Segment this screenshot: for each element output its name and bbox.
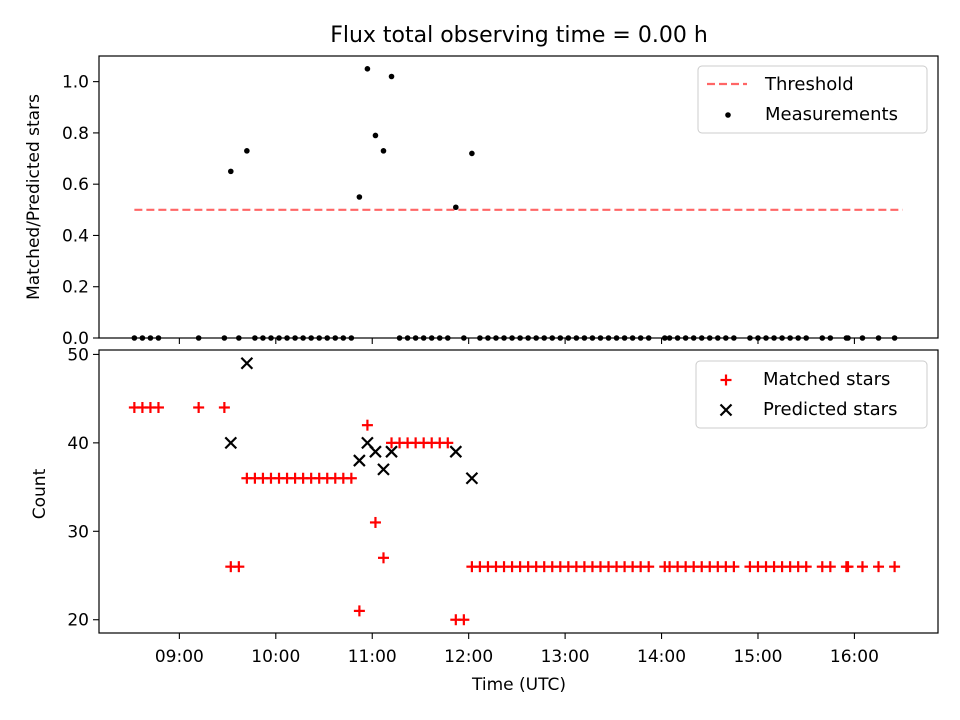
- x-tick-label: 14:00: [637, 647, 686, 667]
- ratio-y-tick-label: 0.2: [62, 278, 89, 298]
- predicted-point-b: [361, 436, 374, 450]
- measurement-point: [388, 73, 395, 80]
- ratio-legend-box: [697, 65, 928, 134]
- measurement-point: [227, 168, 234, 175]
- matched-point: [643, 561, 655, 573]
- matched-point: [193, 401, 205, 413]
- legend-threshold-label: Threshold: [764, 74, 854, 95]
- matched-point: [728, 561, 740, 573]
- matched-point: [369, 516, 381, 528]
- matched-point: [856, 561, 868, 573]
- count-panel: Count Time (UTC) 20 30 40 50 09:00 10:00 11:00…: [30, 345, 939, 695]
- ratio-y-tick-label: 0.6: [62, 175, 89, 195]
- predicted-point: [377, 463, 390, 476]
- matched-point: [458, 614, 470, 626]
- measurement-point: [380, 148, 387, 154]
- predicted-point: [449, 445, 463, 458]
- matched-point: [353, 605, 365, 617]
- predicted-point-b: [465, 471, 479, 485]
- predicted-point-b: [385, 445, 398, 458]
- measurement-point: [469, 150, 475, 157]
- matched-point: [824, 561, 836, 573]
- measurement-point: [244, 148, 250, 154]
- ratio-panel: Matched/Predicted stars 0.0 0.2 0.4 0.6 0.8 1…: [24, 55, 939, 349]
- predicted-point-b: [449, 445, 463, 458]
- count-plot-area: [128, 356, 901, 626]
- predicted-point: [465, 471, 479, 485]
- matched-point: [152, 401, 164, 413]
- predicted-point: [369, 445, 382, 458]
- matched-point: [218, 401, 230, 413]
- predicted-point: [353, 454, 366, 467]
- ratio-y-tick-label: 0.0: [62, 329, 89, 349]
- matched-point: [873, 561, 885, 573]
- chart-title: Flux total observing time = 0.00 h: [330, 23, 708, 48]
- x-tick-label: 15:00: [733, 647, 782, 667]
- legend-matched-label: Matched stars: [763, 369, 890, 390]
- count-legend-box: [695, 360, 928, 429]
- predicted-point-b: [224, 436, 238, 450]
- matched-point: [377, 552, 389, 564]
- predicted-point-b: [353, 454, 366, 467]
- measurement-point: [356, 194, 363, 200]
- count-y-axis-label: Count: [30, 468, 50, 519]
- count-y-tick-label: 30: [67, 522, 89, 542]
- matched-point: [800, 561, 812, 573]
- matched-point: [889, 561, 901, 573]
- predicted-point: [224, 436, 238, 450]
- legend-predicted-swatch: [719, 403, 733, 417]
- count-y-tick-label: 40: [67, 434, 89, 454]
- x-axis-label: Time (UTC): [471, 675, 566, 695]
- matched-point: [842, 561, 854, 573]
- ratio-y-tick-label: 0.8: [62, 124, 89, 144]
- measurement-point: [372, 132, 379, 139]
- ratio-axes-frame: [98, 55, 939, 339]
- measurement-point: [453, 204, 459, 211]
- ratio-y-axis-label: Matched/Predicted stars: [24, 94, 44, 300]
- legend-matched-swatch: [720, 374, 732, 386]
- x-tick-label: 16:00: [830, 647, 879, 667]
- legend-predicted-swatch-b: [719, 403, 733, 417]
- x-tick-label: 13:00: [541, 647, 590, 667]
- x-tick-label: 09:00: [155, 647, 204, 667]
- count-y-tick-label: 50: [67, 345, 89, 365]
- count-y-tick-label: 20: [67, 611, 89, 631]
- predicted-point-b: [377, 463, 390, 476]
- predicted-point: [385, 445, 398, 458]
- x-tick-label: 10:00: [251, 647, 300, 667]
- x-tick-label: 11:00: [348, 647, 397, 667]
- legend-measurement-label: Measurements: [765, 104, 898, 125]
- matched-point: [233, 561, 245, 573]
- legend-predicted-label: Predicted stars: [763, 399, 897, 420]
- predicted-point-b: [369, 445, 382, 458]
- legend-measurement-swatch: [725, 112, 731, 118]
- ratio-legend: Threshold Measurements: [697, 65, 928, 134]
- matched-point: [345, 472, 357, 484]
- ratio-y-tick-label: 1.0: [62, 73, 89, 93]
- x-tick-label: 12:00: [444, 647, 493, 667]
- matched-point: [361, 419, 373, 431]
- count-legend: Matched stars Predicted stars: [695, 360, 928, 429]
- matched-point: [442, 437, 454, 449]
- predicted-point-b: [240, 356, 254, 370]
- ratio-y-tick-label: 0.4: [62, 226, 89, 246]
- predicted-point: [240, 356, 254, 370]
- measurement-point: [364, 66, 371, 72]
- count-axes-frame: [98, 349, 939, 634]
